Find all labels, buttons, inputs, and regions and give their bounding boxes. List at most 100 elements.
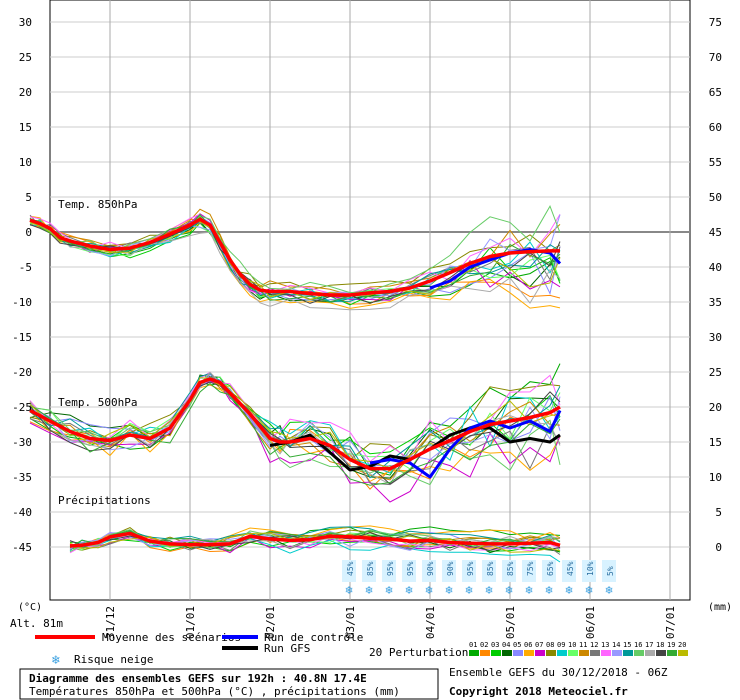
altitude-label: Alt. 81m (10, 617, 63, 630)
right-tick-label: 75 (709, 16, 722, 29)
snowflake-icon: ❄ (525, 583, 532, 597)
perturbation-color-legend: 01 02 03 04 05 06 07 08 09 10 11 12 13 14 15 16 17 18 19 20 (469, 641, 688, 656)
perturbation-number: 11 (579, 641, 587, 649)
perturbation-line-5 (29, 373, 561, 467)
run-info: Ensemble GEFS du 30/12/2018 - 06Z (449, 666, 668, 679)
left-tick-label: 0 (25, 226, 32, 239)
snowflake-icon: ❄ (405, 583, 412, 597)
snow-risk-cell (562, 560, 576, 582)
perturbation-swatch (612, 650, 622, 656)
perturbation-number: 09 (557, 641, 565, 649)
x-tick-label: 02/01 (264, 606, 277, 639)
snowflake-icon: ❄ (445, 583, 452, 597)
right-tick-label: 55 (709, 156, 722, 169)
mean-precip-line (69, 531, 561, 548)
perturbation-swatch (502, 650, 512, 656)
perturbation-line-7 (29, 380, 561, 503)
snowflake-icon: ❄ (565, 583, 572, 597)
left-tick-label: 15 (19, 121, 32, 134)
perturbation-number: 14 (612, 641, 620, 649)
right-tick-label: 60 (709, 121, 722, 134)
perturbation-line-10 (29, 376, 561, 470)
right-tick-label: 70 (709, 51, 722, 64)
left-tick-label: -5 (19, 261, 32, 274)
axis-labels: 302520151050-5-10-15-20-25-30-35-40-4575… (12, 16, 722, 639)
perturbations-label: 20 Perturbations (369, 646, 475, 659)
right-tick-label: 30 (709, 331, 722, 344)
left-tick-label: -30 (12, 436, 32, 449)
snow-risk-value: 85% (506, 561, 515, 576)
x-tick-label: 06/01 (584, 606, 597, 639)
perturbation-swatch (480, 650, 490, 656)
perturbation-number: 01 (469, 641, 477, 649)
perturbation-number: 19 (667, 641, 675, 649)
x-tick-label: 05/01 (504, 606, 517, 639)
snow-risk-cell (402, 560, 416, 582)
perturbation-swatch (513, 650, 523, 656)
perturbation-line-20 (69, 532, 561, 553)
perturbation-swatch (524, 650, 534, 656)
x-tick-label: 07/01 (664, 606, 677, 639)
right-tick-label: 40 (709, 261, 722, 274)
perturbation-number: 17 (645, 641, 653, 649)
x-tick-label: 01/01 (184, 606, 197, 639)
legend-gfs-label: Run GFS (264, 642, 310, 655)
snow-risk-cell (482, 560, 496, 582)
perturbation-swatch (579, 650, 589, 656)
left-tick-label: -20 (12, 366, 32, 379)
copyright: Copyright 2018 Meteociel.fr (449, 685, 628, 698)
snow-risk-cell (442, 560, 456, 582)
snow-risk-cell (542, 560, 556, 582)
legend-mean-label: Moyenne des scénarios (102, 631, 241, 644)
snowflake-icon: ❄ (465, 583, 472, 597)
perturbation-number: 16 (634, 641, 642, 649)
perturbation-swatch (623, 650, 633, 656)
right-tick-label: 20 (709, 401, 722, 414)
snow-risk-row: 45% ❄ 85% ❄ 95% ❄ 95% ❄ 90% ❄ 90% ❄ 95% ❄ 85% ❄ 85% ❄ 75% ❄… (342, 560, 616, 597)
snow-risk-cell (382, 560, 396, 582)
panel-label-t850: Temp. 850hPa (58, 198, 137, 211)
perturbation-swatch (645, 650, 655, 656)
perturbation-number: 07 (535, 641, 543, 649)
legend-snow-label: Risque neige (74, 653, 153, 666)
right-tick-label: 45 (709, 226, 722, 239)
snow-risk-value: 65% (546, 561, 555, 576)
snowflake-icon: ❄ (505, 583, 512, 597)
perturbation-number: 05 (513, 641, 521, 649)
perturbation-number: 20 (678, 641, 686, 649)
x-tick-label: 03/01 (344, 606, 357, 639)
snow-risk-value: 75% (526, 561, 535, 576)
snow-risk-value: 45% (346, 561, 355, 576)
perturbation-number: 03 (491, 641, 499, 649)
snow-risk-cell (422, 560, 436, 582)
perturbation-line-16 (29, 376, 561, 486)
snow-risk-value: 90% (446, 561, 455, 576)
left-tick-label: 5 (25, 191, 32, 204)
snow-risk-value: 90% (426, 561, 435, 576)
perturbation-number: 04 (502, 641, 510, 649)
mean-t850-line (29, 217, 560, 297)
footer-subtitle: Températures 850hPa et 500hPa (°C) , pré… (29, 685, 400, 698)
snow-risk-value: 95% (466, 561, 475, 576)
left-tick-label: -45 (12, 541, 32, 554)
perturbation-swatch (590, 650, 600, 656)
perturbation-number: 13 (601, 641, 609, 649)
panel-label-precip: Précipitations (58, 494, 151, 507)
snow-risk-cell (462, 560, 476, 582)
perturbation-number: 02 (480, 641, 488, 649)
snowflake-icon: ❄ (345, 583, 352, 597)
snow-risk-value: 85% (366, 561, 375, 576)
series-lines (29, 217, 562, 548)
left-tick-label: -35 (12, 471, 32, 484)
perturbation-number: 18 (656, 641, 664, 649)
perturbation-swatch (568, 650, 578, 656)
snowflake-icon: ❄ (385, 583, 392, 597)
left-tick-label: -25 (12, 401, 32, 414)
right-tick-label: 15 (709, 436, 722, 449)
legend-control-label: Run de contrôle (264, 631, 363, 644)
x-tick-label: 31/12 (104, 606, 117, 639)
snowflake-icon: ❄ (605, 583, 612, 597)
snowflake-icon: ❄ (545, 583, 552, 597)
snow-risk-cell (362, 560, 376, 582)
